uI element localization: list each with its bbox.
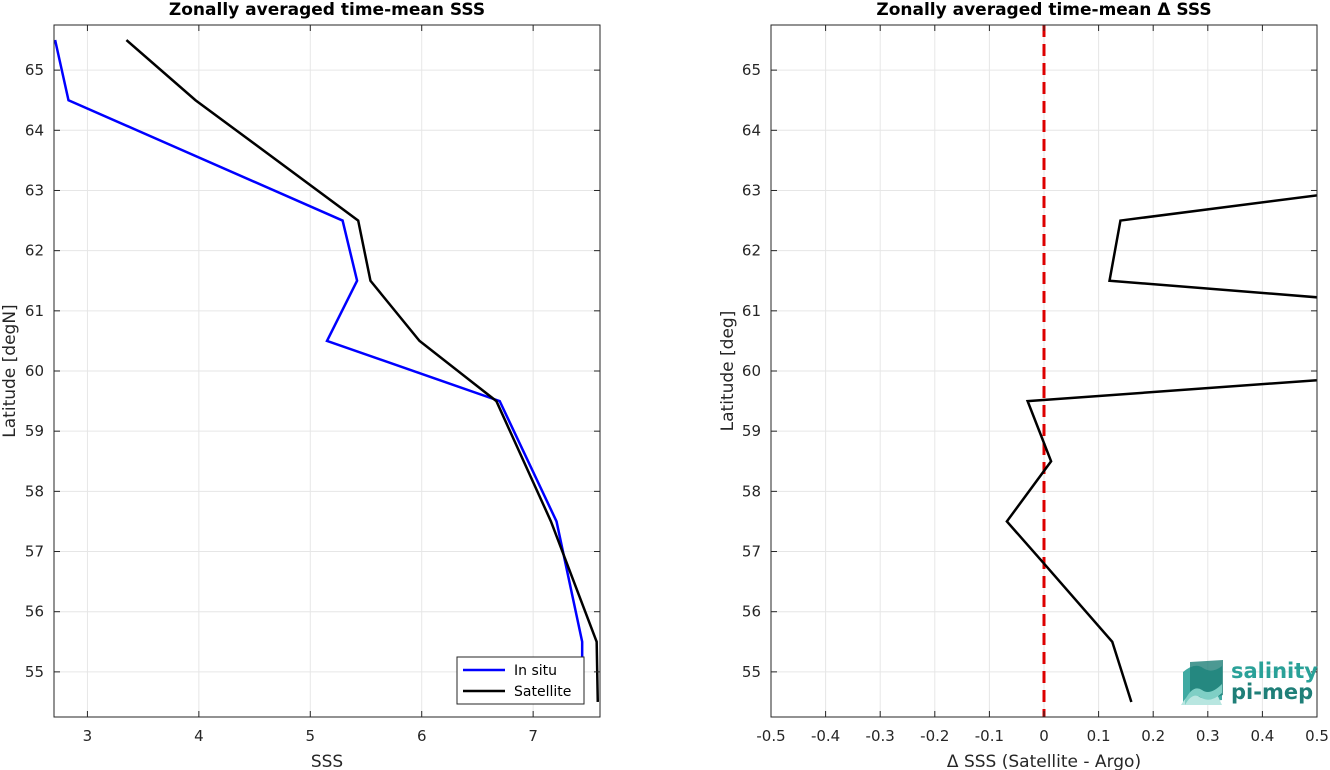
legend-box <box>456 656 585 705</box>
series-lines <box>1005 25 1317 717</box>
chart-title: Zonally averaged time-mean Δ SSS <box>876 0 1211 20</box>
y-tick-label: 60 <box>25 362 44 380</box>
legend: In situ Satellite <box>456 656 585 705</box>
y-tick-label: 61 <box>742 302 761 320</box>
x-axis-label: Δ SSS (Satellite - Argo) <box>947 752 1141 770</box>
y-tick-label: 63 <box>25 181 44 199</box>
x-tick-label: -0.2 <box>920 727 949 745</box>
x-tick-label: 4 <box>194 727 204 745</box>
x-tick-label: 0.2 <box>1141 727 1165 745</box>
y-tick-label: 55 <box>25 663 44 681</box>
y-tick-label: 62 <box>742 242 761 260</box>
series-line-satellite <box>125 39 600 702</box>
series-line-in-situ <box>54 39 584 702</box>
logo-text-salinity: salinity <box>1231 659 1318 683</box>
salinity-pi-mep-logo: salinity pi-mep <box>1181 659 1318 705</box>
y-axis-label: Latitude [deg] <box>718 311 738 432</box>
y-tick-label: 61 <box>25 302 44 320</box>
x-tick-label: 0.3 <box>1196 727 1220 745</box>
y-axis-label: Latitude [degN] <box>0 304 20 437</box>
x-tick-label: 7 <box>528 727 538 745</box>
y-tick-label: 55 <box>742 663 761 681</box>
ticks: -0.5 -0.4 -0.3 -0.2 -0.1 0 0.1 0.2 0.3 0.4 0.5 55 56… <box>742 25 1329 745</box>
y-tick-label: 56 <box>25 603 44 621</box>
y-tick-label: 58 <box>25 482 44 500</box>
x-tick-label: -0.5 <box>756 727 785 745</box>
y-tick-label: 58 <box>742 482 761 500</box>
chart-title: Zonally averaged time-mean SSS <box>169 0 485 20</box>
y-tick-label: 62 <box>25 242 44 260</box>
y-tick-label: 64 <box>25 121 44 139</box>
logo-text-pi-mep: pi-mep <box>1231 680 1313 704</box>
x-tick-label: -0.1 <box>975 727 1004 745</box>
series-line-delta-sss <box>1005 194 1317 703</box>
x-tick-label: -0.4 <box>811 727 840 745</box>
y-tick-label: 65 <box>742 61 761 79</box>
y-tick-label: 59 <box>25 422 44 440</box>
series-lines <box>54 39 600 702</box>
y-tick-label: 63 <box>742 181 761 199</box>
y-tick-label: 56 <box>742 603 761 621</box>
grid <box>54 25 600 717</box>
x-tick-label: 0.4 <box>1250 727 1274 745</box>
x-tick-label: -0.3 <box>866 727 895 745</box>
legend-label-satellite: Satellite <box>514 684 571 700</box>
x-axis-label: SSS <box>311 752 343 770</box>
x-tick-label: 0.1 <box>1087 727 1111 745</box>
x-tick-label: 6 <box>417 727 427 745</box>
y-tick-label: 57 <box>742 543 761 561</box>
x-tick-label: 3 <box>83 727 93 745</box>
chart-right: -0.5 -0.4 -0.3 -0.2 -0.1 0 0.1 0.2 0.3 0.4 0.5 55 56… <box>718 0 1329 770</box>
y-tick-label: 57 <box>25 543 44 561</box>
y-tick-label: 60 <box>742 362 761 380</box>
y-tick-label: 65 <box>25 61 44 79</box>
x-tick-label: 0 <box>1039 727 1049 745</box>
x-tick-label: 0.5 <box>1305 727 1329 745</box>
legend-label-in-situ: In situ <box>514 663 557 679</box>
y-tick-label: 59 <box>742 422 761 440</box>
y-tick-label: 64 <box>742 121 761 139</box>
wave-logo-icon <box>1181 660 1223 705</box>
x-tick-label: 5 <box>306 727 316 745</box>
